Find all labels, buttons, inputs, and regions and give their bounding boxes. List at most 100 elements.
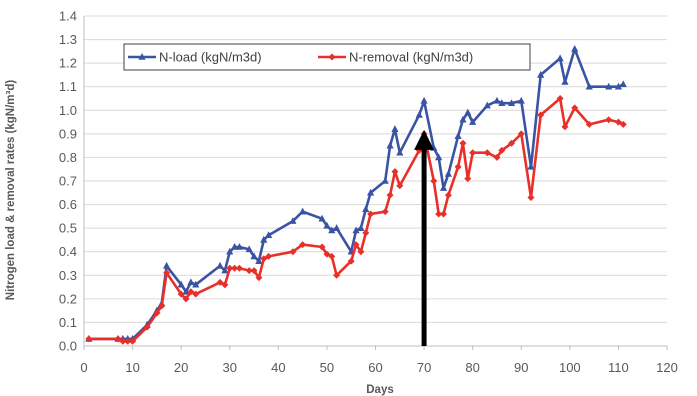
x-tick-label: 30 [223,360,237,375]
y-tick-label: 0.0 [59,339,77,354]
data-point [265,252,273,260]
x-tick-label: 10 [125,360,139,375]
data-point [444,191,452,199]
data-point [537,70,545,78]
data-point [299,207,307,215]
data-point [367,210,375,218]
data-point [357,224,365,231]
data-point [396,182,404,190]
data-point [537,111,545,119]
data-point [619,80,627,88]
legend-entry: N-removal (kgN/m3d) [318,50,473,65]
data-point [464,108,472,116]
data-point [614,118,622,126]
data-point [192,290,200,298]
data-point [235,264,243,272]
y-tick-label: 0.8 [59,150,77,165]
data-point [357,248,365,256]
legend-marker [138,53,146,60]
data-point [527,194,535,201]
data-point [226,247,234,255]
data-point [158,302,166,310]
x-tick-label: 20 [174,360,188,375]
x-tick-label: 110 [608,360,629,375]
data-point [260,255,268,263]
data-point [333,271,341,279]
data-point [255,257,263,264]
x-tick-label: 120 [656,360,678,375]
data-point [221,266,229,274]
data-point [396,148,404,156]
x-tick-label: 80 [465,360,479,375]
data-point [255,274,263,282]
data-point [527,162,535,170]
data-point [517,96,525,104]
x-tick-label: 100 [559,360,581,375]
x-tick-label: 90 [514,360,528,375]
y-tick-label: 1.0 [59,103,77,118]
data-point [440,210,448,218]
x-tick-label: 50 [320,360,334,375]
axes [83,16,668,350]
data-point [605,116,613,124]
data-point [299,241,307,249]
y-tick-label: 0.1 [59,315,77,330]
data-point [571,104,579,112]
data-point [187,288,195,296]
tick-labels: 0.0 0.1 0.2 0.3 0.4 0.5 0.6 0.7 0.8 0.9 1.0 1.1 1.2 1… [59,9,678,376]
data-point [444,169,452,177]
data-point [362,205,370,213]
data-point [454,132,462,140]
legend-label: N-load (kgN/m3d) [159,50,262,65]
data-point [464,175,472,183]
data-point [493,153,501,161]
data-point [498,99,506,107]
data-point [182,295,190,303]
x-tick-label: 0 [80,360,87,375]
y-tick-label: 0.3 [59,268,77,283]
data-point [585,82,593,90]
x-tick-label: 60 [368,360,382,375]
data-point [153,309,161,317]
data-point [381,208,389,216]
data-point [430,144,438,151]
data-point [571,45,579,52]
data-point [386,191,394,199]
data-point [119,337,127,345]
data-point [420,96,428,104]
data-point [556,54,564,62]
data-point [493,96,501,104]
data-point [619,120,627,128]
series-lines [85,45,627,345]
data-point [143,323,151,331]
data-point [177,280,185,288]
x-tick-label: 40 [271,360,285,375]
y-tick-label: 1.3 [59,32,77,47]
data-point [260,235,268,243]
y-tick-label: 0.5 [59,221,77,236]
data-point [585,120,593,128]
data-point [177,290,185,298]
x-axis-title: Days [366,384,394,396]
data-point [221,281,229,289]
data-point [333,224,341,231]
data-point [250,252,258,260]
data-point [245,267,253,275]
legend-entry: N-load (kgN/m3d) [128,50,262,65]
data-point [439,184,448,191]
data-point [430,177,438,185]
data-point [435,210,443,218]
data-point [328,226,336,234]
data-point [289,217,297,224]
data-point [129,337,137,345]
data-point [352,241,360,249]
y-tick-label: 0.9 [59,126,77,141]
data-point [435,153,443,161]
data-point [187,278,195,286]
data-point [323,221,331,229]
data-point [85,335,93,343]
data-point [265,231,273,239]
data-point [162,261,171,269]
data-point [507,99,516,107]
